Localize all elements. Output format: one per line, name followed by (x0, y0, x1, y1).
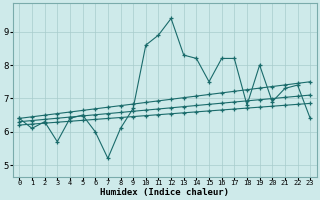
X-axis label: Humidex (Indice chaleur): Humidex (Indice chaleur) (100, 188, 229, 197)
